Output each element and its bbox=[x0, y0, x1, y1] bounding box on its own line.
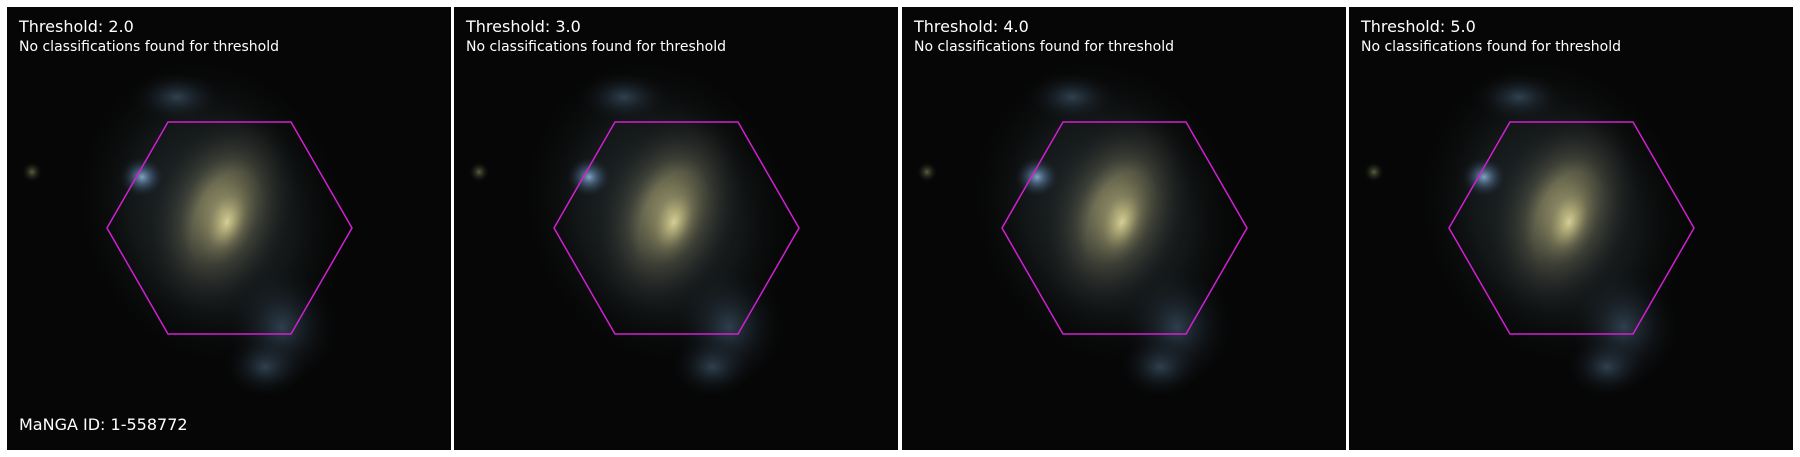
galaxy-image bbox=[454, 7, 898, 450]
panel-subtitle: No classifications found for threshold bbox=[19, 39, 279, 55]
galaxy-image bbox=[1349, 7, 1793, 450]
panel-subtitle: No classifications found for threshold bbox=[1361, 39, 1621, 55]
panel-title: Threshold: 3.0 bbox=[466, 17, 581, 36]
manga-id-label: MaNGA ID: 1-558772 bbox=[19, 415, 188, 434]
ifu-hexagon bbox=[106, 121, 353, 335]
panel-title: Threshold: 5.0 bbox=[1361, 17, 1476, 36]
ifu-hexagon bbox=[1448, 121, 1695, 335]
ifu-hexagon bbox=[553, 121, 800, 335]
ifu-hexagon bbox=[1001, 121, 1248, 335]
galaxy-image bbox=[7, 7, 451, 450]
galaxy-image bbox=[902, 7, 1346, 450]
panel-title: Threshold: 2.0 bbox=[19, 17, 134, 36]
galaxy-panel-3: Threshold: 4.0 No classifications found … bbox=[902, 7, 1346, 450]
panel-title: Threshold: 4.0 bbox=[914, 17, 1029, 36]
panel-subtitle: No classifications found for threshold bbox=[914, 39, 1174, 55]
galaxy-panel-1: Threshold: 2.0 No classifications found … bbox=[7, 7, 451, 450]
galaxy-panel-2: Threshold: 3.0 No classifications found … bbox=[454, 7, 898, 450]
galaxy-panel-4: Threshold: 5.0 No classifications found … bbox=[1349, 7, 1793, 450]
panel-subtitle: No classifications found for threshold bbox=[466, 39, 726, 55]
